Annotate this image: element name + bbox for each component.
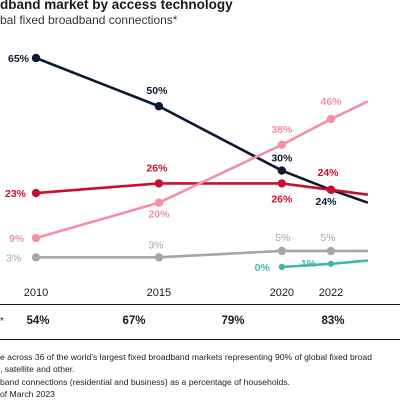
data-point-grey-2020 [277,246,287,256]
x-tick-label-2010: 2010 [24,287,48,299]
penetration-value-2022: 83% [321,315,345,327]
footnote-3: band connections (residential and busine… [0,377,290,387]
data-point-pink-2022 [326,114,336,124]
data-label-dark-2010: 65% [8,53,30,65]
chart-title: dband market by access technology [0,0,233,12]
data-point-red-2015 [154,179,164,188]
data-label-teal-2022: 1% [301,258,317,270]
data-label-pink-2015: 20% [148,209,170,221]
footnote-4: of March 2023 [0,389,55,399]
data-label-grey-2015: 3% [148,239,163,251]
data-point-pink-2020 [277,140,287,150]
penetration-value-2015: 67% [122,315,146,327]
data-point-grey-2015 [154,253,164,262]
data-label-red-2010: 23% [5,188,27,200]
data-label-dark-2022: 24% [315,196,337,208]
data-label-pink-2022: 46% [320,96,342,108]
data-label-pink-2020: 38% [271,124,293,136]
data-point-grey-2022 [326,246,336,256]
data-point-red-2010 [31,188,41,198]
data-point-teal-2022 [327,260,335,267]
data-label-dark-2015: 50% [146,85,168,97]
data-label-red-2020: 26% [271,193,293,205]
penetration-row-label: ** [0,316,4,327]
data-label-grey-2020: 5% [275,232,290,244]
chart-subtitle: bal fixed broadband connections* [0,13,178,27]
series-line-grey [36,249,368,259]
footnote-1: e across 36 of the world’s largest fixed… [0,352,372,362]
data-point-pink-2010 [31,233,41,243]
data-point-red-2022 [326,185,336,195]
x-tick-label-2022: 2022 [319,287,343,299]
series-line-dark [35,56,369,204]
footnote-2: , satellite and other. [0,364,75,374]
data-label-grey-2022: 5% [320,232,335,244]
x-tick-label-2020: 2020 [270,287,294,299]
penetration-value-2020: 79% [221,315,245,327]
x-tick-label-2015: 2015 [147,287,171,299]
data-point-dark-2015 [154,102,164,111]
data-label-grey-2010: 3% [6,252,21,264]
series-line-teal [281,259,368,269]
data-point-dark-2020 [277,166,287,175]
divider-bottom [0,339,400,340]
data-point-grey-2010 [31,253,41,262]
data-label-teal-2020: 0% [255,262,271,274]
data-point-teal-2020 [278,263,286,271]
data-point-pink-2015 [154,198,164,207]
penetration-value-2010: 54% [26,315,50,327]
data-point-dark-2010 [31,53,41,63]
data-label-red-2015: 26% [146,162,168,174]
data-point-red-2020 [277,179,287,188]
data-label-dark-2020: 30% [271,153,293,165]
divider-top [0,304,400,305]
data-label-red-2022: 24% [317,167,339,179]
data-label-pink-2010: 9% [9,233,25,245]
